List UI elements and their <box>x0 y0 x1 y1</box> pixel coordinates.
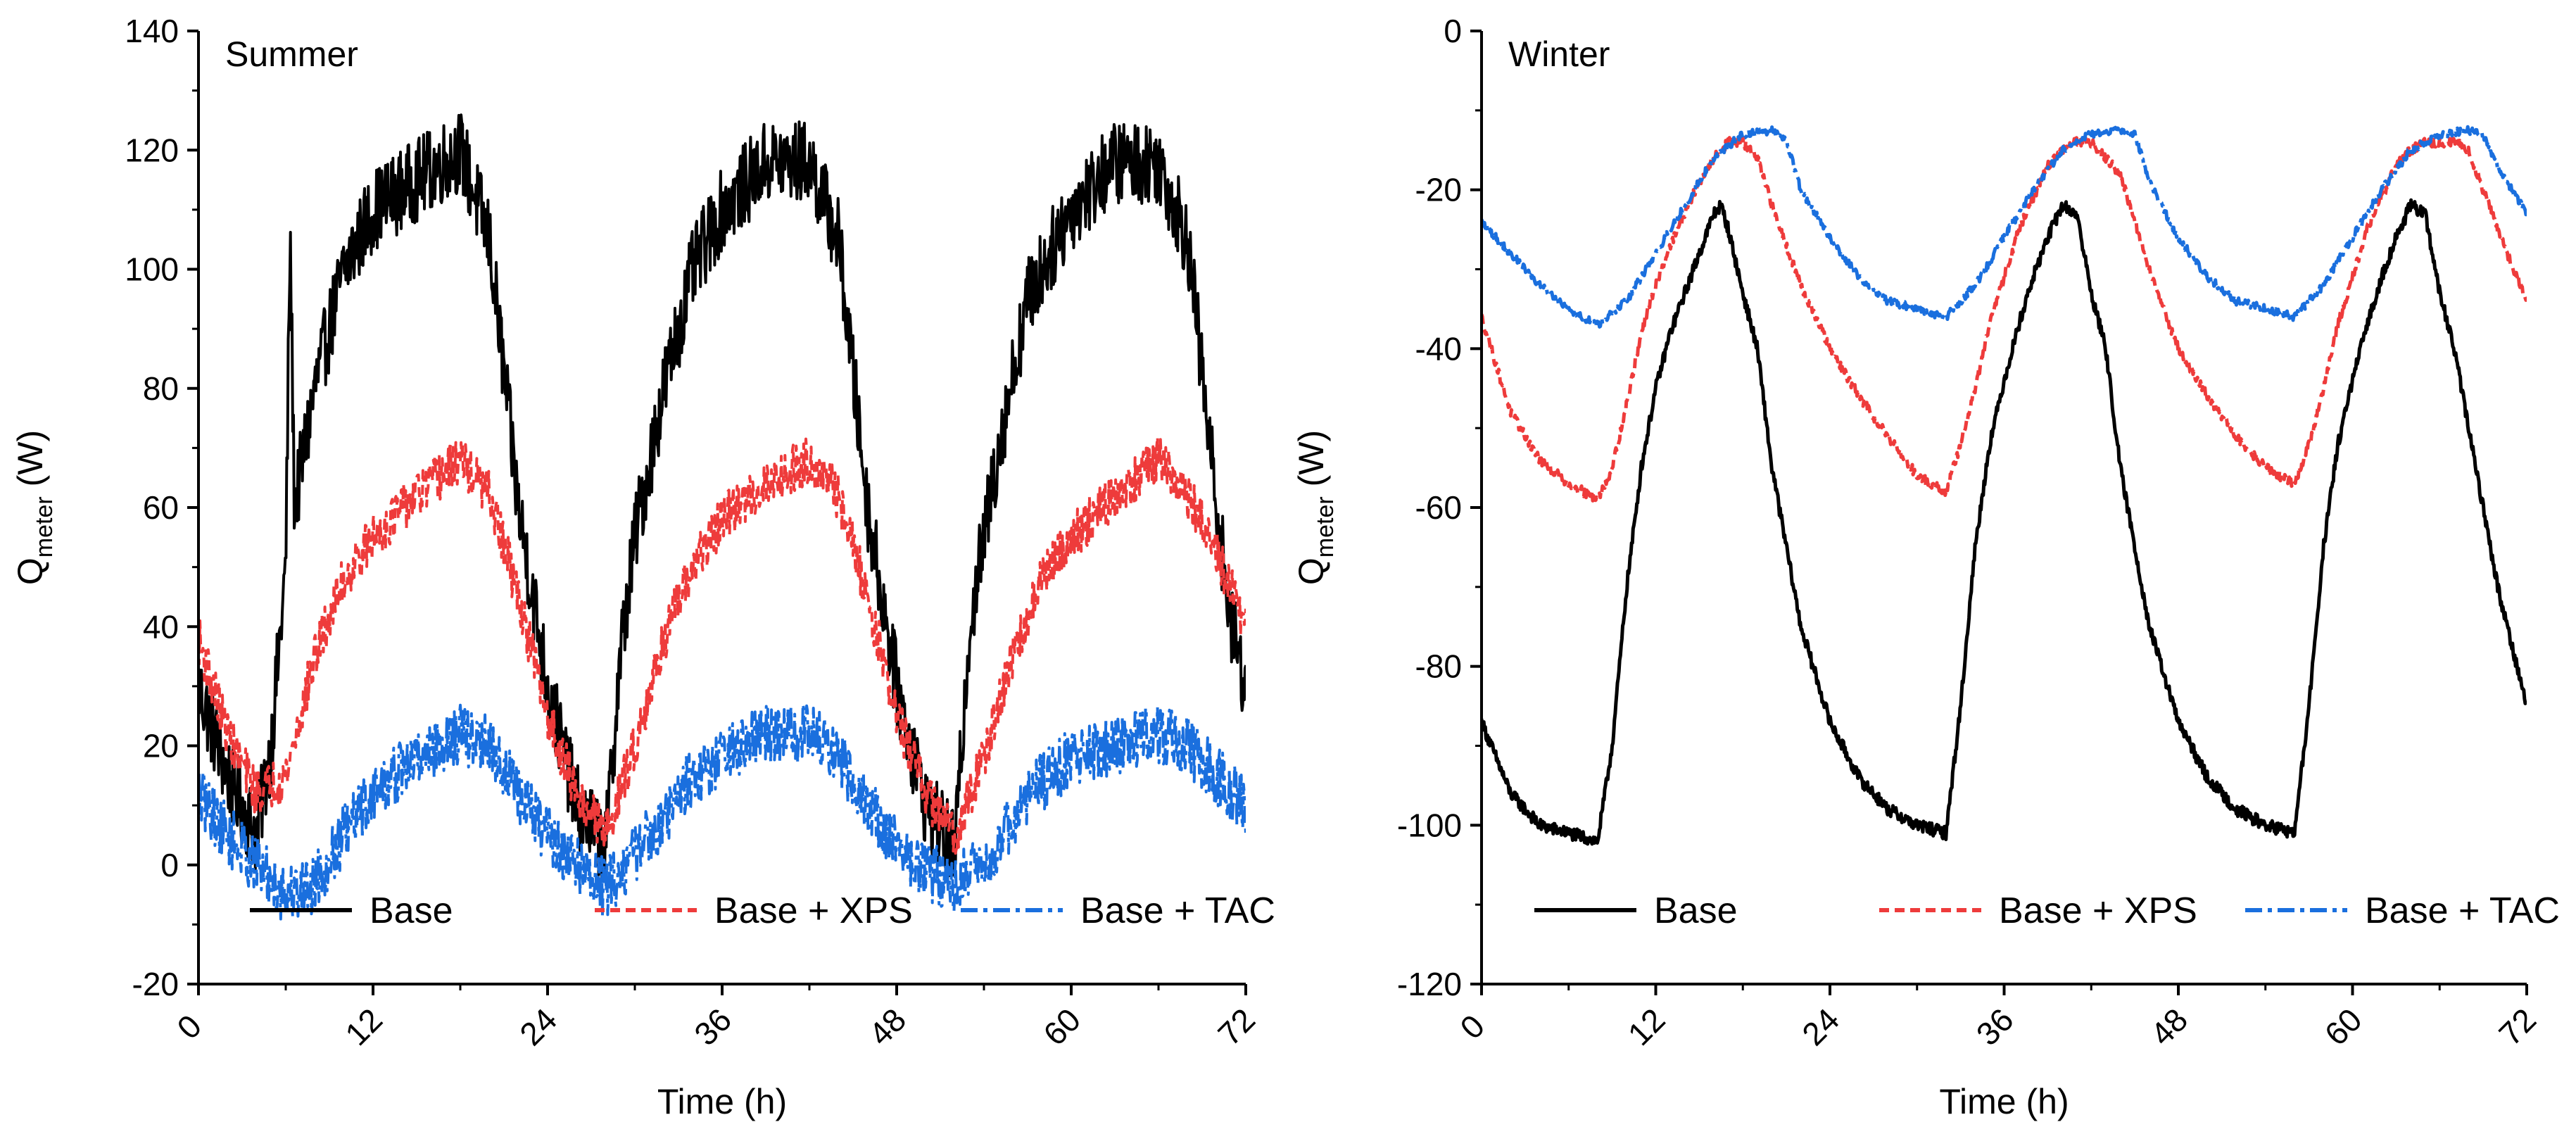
summer-panel: -20 0 20 40 60 80 100 120 140 0 12 24 36 48 60 72 Time (… <box>11 13 1275 1121</box>
y-tick-label: 80 <box>143 370 179 407</box>
y-tick-label: 0 <box>1444 13 1462 49</box>
series-group <box>1482 125 2527 846</box>
panel-label: Summer <box>225 34 358 74</box>
y-tick-label: -40 <box>1415 330 1462 367</box>
x-tick-label: 12 <box>1621 1001 1672 1052</box>
y-axis-title-unit: (W) <box>1292 430 1331 496</box>
y-axis-title-main: Q <box>11 557 50 585</box>
y-axis-title: Qmeter (W) <box>1292 430 1339 585</box>
x-axis-title: Time (h) <box>657 1082 787 1121</box>
y-tick-label: 60 <box>143 489 179 526</box>
y-tick-label: -80 <box>1415 648 1462 685</box>
x-tick-label: 24 <box>512 1001 564 1052</box>
x-tick-label: 60 <box>1036 1001 1087 1052</box>
y-tick-label: -100 <box>1397 807 1462 843</box>
y-tick-label: 100 <box>125 251 179 288</box>
x-tick-label: 0 <box>1453 1007 1491 1046</box>
y-tick-label: -60 <box>1415 489 1462 526</box>
series-line-base-xps <box>1482 135 2527 504</box>
winter-panel: -120 -100 -80 -60 -40 -20 0 0 12 24 36 48 60 72 Time (… <box>1292 13 2560 1121</box>
x-tick-label: 48 <box>2143 1001 2195 1052</box>
y-tick-label: -20 <box>132 966 179 1002</box>
y-tick-label: 0 <box>160 847 179 883</box>
y-tick-label: 20 <box>143 728 179 764</box>
y-axis-title-sub: meter <box>1312 496 1339 557</box>
y-tick-label: 40 <box>143 608 179 645</box>
x-tick-label: 12 <box>338 1001 389 1052</box>
y-axis-title-main: Q <box>1292 557 1331 585</box>
x-tick-label: 0 <box>170 1007 208 1046</box>
x-tick-label: 36 <box>687 1001 738 1052</box>
series-line-base-tac <box>198 703 1246 921</box>
y-axis-title: Qmeter (W) <box>11 430 58 585</box>
y-tick-label: 120 <box>125 132 179 168</box>
legend-label: Base + TAC <box>1080 890 1275 931</box>
series-line-base-xps <box>198 435 1246 855</box>
x-tick-label: 60 <box>2318 1001 2369 1052</box>
y-tick-label: -120 <box>1397 966 1462 1002</box>
x-tick-label: 72 <box>2492 1001 2543 1052</box>
x-tick-label: 24 <box>1795 1001 1846 1052</box>
series-line-base <box>1482 198 2527 846</box>
y-tick-label: 140 <box>125 13 179 49</box>
y-axis-title-unit: (W) <box>11 430 50 496</box>
series-line-base <box>198 113 1246 881</box>
legend-label: Base <box>1654 890 1738 931</box>
y-tick-label: -20 <box>1415 172 1462 208</box>
y-axis-title-sub: meter <box>31 496 58 557</box>
legend-label: Base + XPS <box>714 890 913 931</box>
legend-label: Base + TAC <box>2365 890 2560 931</box>
legend-label: Base <box>370 890 453 931</box>
series-line-base-tac <box>1482 125 2527 329</box>
legend-label: Base + XPS <box>1999 890 2197 931</box>
legend: Base Base + XPS Base + TAC <box>1534 890 2560 931</box>
x-tick-label: 72 <box>1211 1001 1262 1052</box>
panel-label: Winter <box>1508 34 1610 74</box>
x-tick-label: 36 <box>1969 1001 2021 1052</box>
series-group <box>198 113 1246 921</box>
legend: Base Base + XPS Base + TAC <box>250 890 1275 931</box>
x-axis-title: Time (h) <box>1939 1082 2069 1121</box>
x-tick-label: 48 <box>861 1001 913 1052</box>
